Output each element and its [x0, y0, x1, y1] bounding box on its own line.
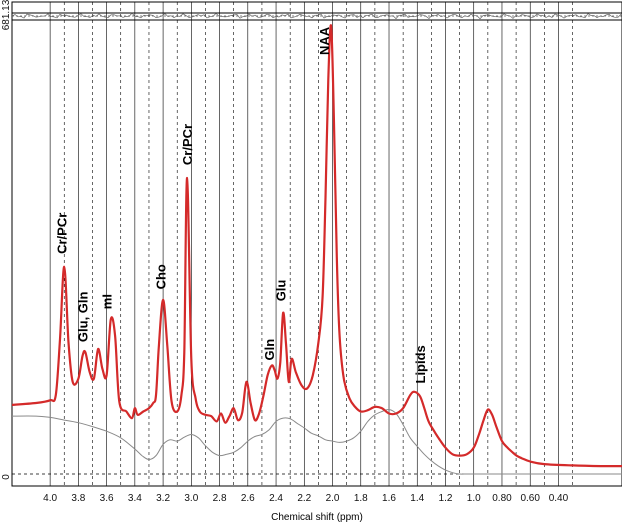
- y-tick-label-max: 681.13: [1, 0, 12, 30]
- peak-label: NAA: [317, 26, 332, 55]
- vertical-gridlines: [49, 2, 573, 486]
- x-tick-label: 1.4: [410, 493, 424, 504]
- x-tick-label: 0.60: [520, 493, 540, 504]
- plot-frame: [11, 1, 622, 487]
- x-tick-label: 2.6: [241, 493, 255, 504]
- x-tick-label: 2.4: [269, 493, 283, 504]
- peak-label: Cr/PCr: [180, 124, 195, 165]
- x-tick-label: 0.80: [492, 493, 512, 504]
- peak-label: Glu: [273, 280, 288, 302]
- peak-annotations: Cr/PCr Glu, Gln mI Cho Cr/PCr Gln Glu NAA Lipids: [54, 26, 428, 383]
- x-tick-label: 2.0: [326, 493, 340, 504]
- peak-label: Cr/PCr: [54, 213, 69, 254]
- x-tick-label: 2.2: [297, 493, 311, 504]
- x-tick-label: 4.0: [43, 493, 57, 504]
- baseline-curve: [11, 408, 622, 475]
- x-tick-label: 3.0: [184, 493, 198, 504]
- peak-label: Gln: [262, 339, 277, 361]
- x-axis-label: Chemical shift (ppm): [271, 512, 363, 523]
- y-tick-label-zero: 0: [1, 474, 12, 480]
- peak-label: Cho: [153, 264, 168, 289]
- residual-trace: [11, 12, 622, 20]
- x-tick-label: 1.0: [467, 493, 481, 504]
- x-tick-label: 3.6: [100, 493, 114, 504]
- x-tick-label: 3.8: [71, 493, 85, 504]
- x-tick-label: 3.2: [156, 493, 170, 504]
- x-axis-ticks: 4.0 3.8 3.6 3.4 3.2 3.0 2.8 2.6 2.4 2.2 2.0 1.8 1.6 1…: [43, 493, 568, 504]
- x-tick-label: 1.6: [382, 493, 396, 504]
- x-tick-label: 1.2: [439, 493, 453, 504]
- peak-label: Glu, Gln: [76, 291, 91, 342]
- x-tick-label: 0.40: [549, 493, 569, 504]
- x-tick-label: 3.4: [128, 493, 142, 504]
- x-tick-label: 2.8: [213, 493, 227, 504]
- x-tick-label: 1.8: [354, 493, 368, 504]
- spectrum-curve: [11, 24, 622, 468]
- peak-label: Lipids: [413, 345, 428, 383]
- peak-label: mI: [100, 294, 115, 309]
